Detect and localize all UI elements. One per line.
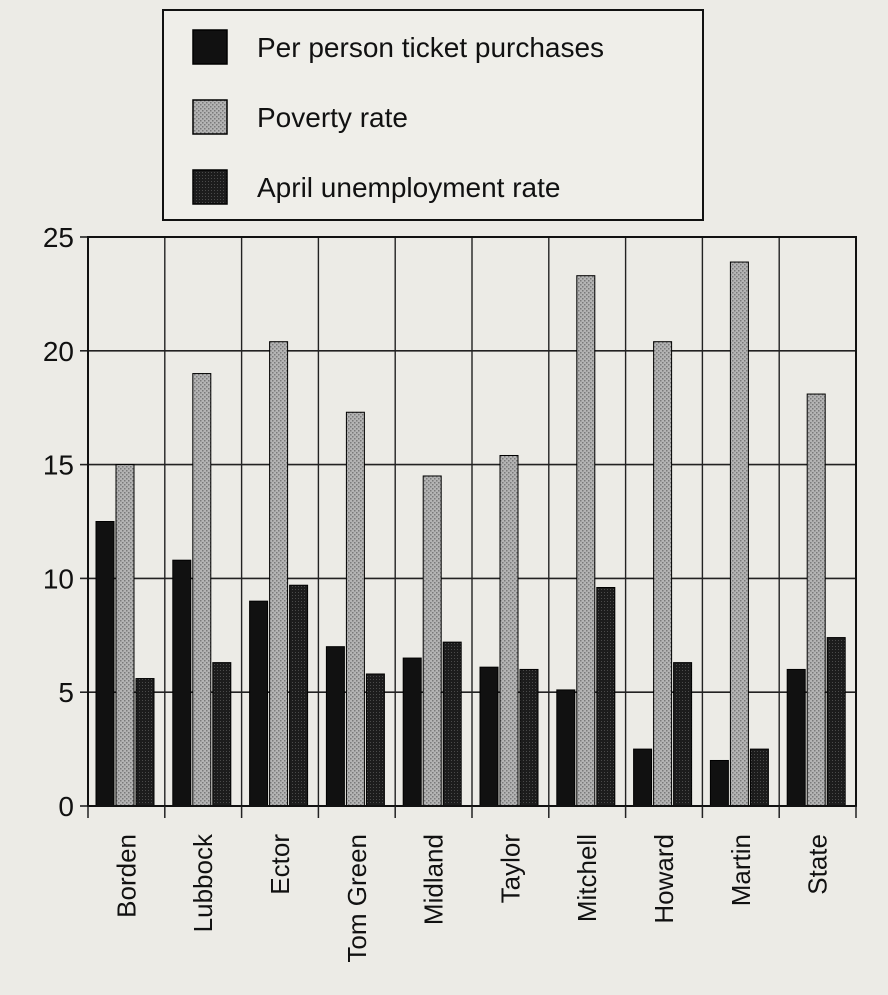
legend-swatch-2 — [192, 169, 228, 205]
bar-midland-series-2 — [442, 641, 462, 807]
x-tick-label-tom-green: Tom Green — [342, 834, 372, 963]
x-tick-label-state: State — [803, 834, 833, 895]
legend-swatch-1 — [192, 99, 228, 135]
x-tick-label-martin: Martin — [726, 834, 756, 906]
bar-taylor-series-2 — [519, 668, 539, 807]
bar-lubbock-series-2 — [212, 662, 232, 807]
y-tick-label-2: 10 — [43, 563, 74, 594]
bar-ector-series-0 — [249, 600, 269, 807]
bar-mitchell-series-0 — [556, 689, 576, 807]
bar-lubbock-series-0 — [172, 559, 192, 807]
bar-taylor-series-1 — [499, 454, 519, 807]
legend-box — [162, 9, 704, 221]
bar-midland-series-1 — [422, 475, 442, 807]
bar-borden-series-0 — [95, 521, 115, 807]
bar-state-series-2 — [826, 637, 846, 807]
legend-label-2: April unemployment rate — [257, 172, 560, 203]
y-tick-label-3: 15 — [43, 450, 74, 481]
x-tick-label-midland: Midland — [419, 834, 449, 925]
bar-mitchell-series-1 — [576, 275, 596, 807]
bar-ector-series-1 — [269, 341, 289, 807]
x-tick-label-lubbock: Lubbock — [188, 833, 218, 932]
bar-martin-series-2 — [749, 748, 769, 807]
y-tick-label-4: 20 — [43, 336, 74, 367]
bar-howard-series-2 — [673, 662, 693, 807]
bar-tom-green-series-1 — [345, 411, 365, 807]
legend-swatch-0 — [192, 29, 228, 65]
bar-lubbock-series-1 — [192, 373, 212, 807]
bar-state-series-1 — [806, 393, 826, 807]
y-tick-label-1: 5 — [58, 677, 74, 708]
bar-tom-green-series-0 — [325, 646, 345, 807]
bar-martin-series-0 — [709, 759, 729, 807]
bar-taylor-series-0 — [479, 666, 499, 807]
axis-layer: 0 5 10 15 20 25 Borden Lubbock Ector Tom Green Mid… — [43, 222, 857, 963]
bar-midland-series-0 — [402, 657, 422, 807]
bar-state-series-0 — [786, 668, 806, 807]
y-tick-label-0: 0 — [58, 791, 74, 822]
bar-tom-green-series-2 — [365, 673, 385, 807]
x-tick-label-borden: Borden — [111, 834, 141, 918]
x-tick-label-howard: Howard — [649, 834, 679, 924]
y-tick-label-5: 25 — [43, 222, 74, 253]
bar-borden-series-2 — [135, 678, 155, 807]
x-tick-label-ector: Ector — [265, 834, 295, 895]
bar-mitchell-series-2 — [596, 587, 616, 807]
bars-layer — [95, 261, 846, 807]
bar-howard-series-0 — [633, 748, 653, 807]
legend-label-0: Per person ticket purchases — [257, 32, 604, 63]
bar-martin-series-1 — [729, 261, 749, 807]
legend: Per person ticket purchases Poverty rate A… — [162, 9, 704, 221]
x-tick-label-mitchell: Mitchell — [572, 834, 602, 922]
x-tick-label-taylor: Taylor — [495, 834, 525, 904]
bar-ector-series-2 — [289, 584, 309, 807]
bar-howard-series-1 — [653, 341, 673, 807]
legend-label-1: Poverty rate — [257, 102, 408, 133]
bar-borden-series-1 — [115, 464, 135, 807]
